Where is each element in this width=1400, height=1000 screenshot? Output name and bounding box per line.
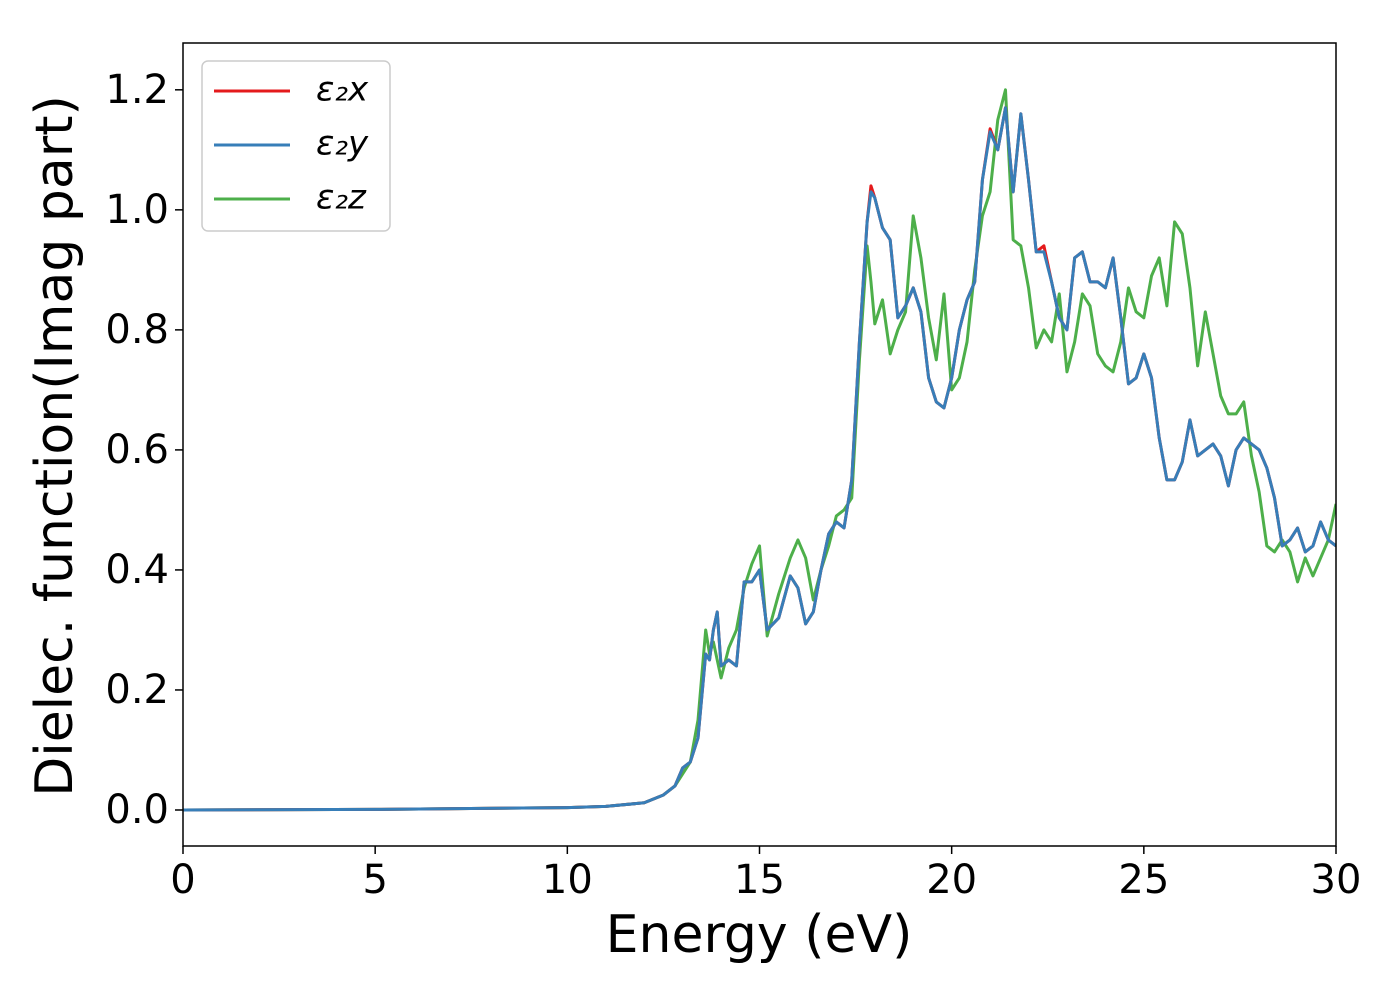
- x-tick-label: 10: [542, 857, 593, 903]
- x-tick-label: 15: [734, 857, 785, 903]
- y-tick-label: 0.4: [105, 547, 169, 593]
- x-tick-label: 30: [1311, 857, 1362, 903]
- x-tick-label: 5: [362, 857, 387, 903]
- x-tick-label: 20: [926, 857, 977, 903]
- y-tick-label: 1.0: [105, 187, 169, 233]
- legend-label: ε₂x: [316, 70, 369, 110]
- x-tick-label: 25: [1118, 857, 1169, 903]
- plot-frame: [182, 42, 1337, 847]
- y-tick-label: 0.0: [105, 787, 169, 833]
- y-tick-label: 0.8: [105, 307, 169, 353]
- y-axis-label: Dielec. function(Imag part): [25, 95, 85, 797]
- y-tick-label: 0.2: [105, 667, 169, 713]
- legend-box: [201, 60, 391, 232]
- series-line: [183, 106, 1336, 812]
- x-tick-label: 0: [170, 857, 195, 903]
- legend-label: ε₂y: [316, 124, 369, 164]
- x-axis-label: Energy (eV): [606, 905, 913, 965]
- y-tick-label: 0.6: [105, 427, 169, 473]
- y-tick-label: 1.2: [105, 67, 169, 113]
- legend-label: ε₂z: [316, 178, 367, 218]
